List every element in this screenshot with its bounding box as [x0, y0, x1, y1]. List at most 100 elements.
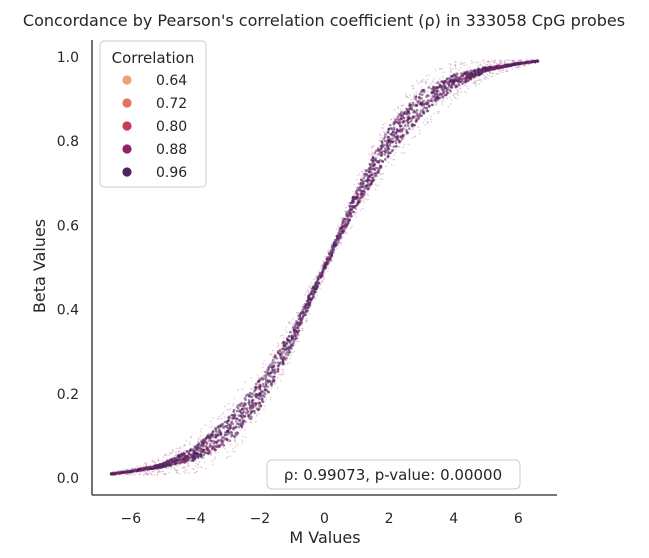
- scatter-point: [282, 369, 284, 371]
- scatter-point: [277, 342, 279, 345]
- scatter-point: [139, 465, 142, 467]
- scatter-point: [325, 263, 328, 266]
- scatter-point: [213, 458, 216, 460]
- scatter-point: [214, 456, 217, 458]
- scatter-point: [371, 176, 374, 180]
- scatter-point: [408, 96, 410, 99]
- scatter-point: [403, 119, 406, 123]
- scatter-point: [405, 95, 408, 97]
- scatter-point: [465, 76, 468, 79]
- scatter-point: [524, 63, 526, 66]
- scatter-point: [477, 65, 480, 67]
- data-point: [484, 67, 488, 72]
- scatter-point: [364, 187, 367, 190]
- scatter-point: [142, 467, 145, 471]
- scatter-point: [147, 472, 149, 475]
- scatter-point: [402, 112, 405, 116]
- scatter-point: [126, 468, 128, 471]
- scatter-point: [261, 378, 264, 381]
- scatter-point: [262, 370, 264, 373]
- scatter-point: [435, 99, 438, 103]
- scatter-point: [321, 272, 324, 276]
- scatter-point: [493, 59, 495, 62]
- scatter-point: [381, 126, 384, 129]
- scatter-point: [334, 243, 337, 247]
- scatter-point: [315, 275, 317, 278]
- scatter-point: [507, 59, 509, 61]
- scatter-point: [186, 461, 189, 464]
- scatter-point: [165, 472, 167, 475]
- scatter-point: [240, 416, 244, 420]
- scatter-point: [423, 109, 426, 112]
- scatter-point: [500, 61, 503, 64]
- scatter-point: [350, 227, 352, 229]
- scatter-point: [143, 474, 145, 476]
- scatter-point: [426, 120, 429, 123]
- scatter-point: [382, 131, 385, 133]
- scatter-point: [474, 81, 476, 83]
- scatter-point: [228, 409, 230, 412]
- scatter-point: [445, 79, 448, 83]
- scatter-point: [207, 452, 210, 456]
- scatter-point: [140, 467, 143, 471]
- scatter-point: [276, 370, 280, 373]
- scatter-point: [397, 105, 399, 108]
- scatter-point: [146, 474, 149, 476]
- scatter-point: [513, 60, 516, 63]
- scatter-point: [374, 189, 377, 191]
- scatter-point: [431, 94, 435, 98]
- scatter-point: [391, 148, 394, 152]
- scatter-point: [328, 248, 330, 251]
- scatter-point: [394, 139, 398, 142]
- scatter-point: [268, 372, 272, 375]
- chart-title: Concordance by Pearson's correlation coe…: [23, 11, 625, 30]
- scatter-point: [472, 61, 475, 63]
- scatter-point: [381, 160, 385, 163]
- scatter-point: [314, 288, 317, 291]
- scatter-point: [298, 334, 301, 336]
- scatter-point: [245, 394, 248, 397]
- scatter-point: [323, 260, 325, 263]
- scatter-point: [176, 458, 179, 461]
- scatter-point: [151, 460, 153, 463]
- scatter-point: [286, 359, 288, 362]
- scatter-point: [281, 347, 285, 350]
- scatter-point: [290, 354, 292, 357]
- scatter-point: [494, 59, 497, 62]
- scatter-point: [391, 141, 394, 144]
- scatter-point: [520, 64, 522, 67]
- scatter-point: [187, 463, 189, 465]
- scatter-point: [362, 200, 364, 202]
- scatter-point: [352, 196, 356, 200]
- scatter-point: [430, 121, 433, 123]
- scatter-point: [363, 201, 366, 203]
- scatter-point: [384, 122, 387, 125]
- scatter-point: [341, 221, 345, 224]
- scatter-point: [316, 276, 320, 280]
- scatter-point: [455, 78, 458, 81]
- scatter-point: [504, 62, 506, 65]
- scatter-point: [253, 388, 257, 392]
- scatter-point: [355, 191, 358, 194]
- scatter-point: [302, 327, 304, 330]
- scatter-point: [401, 152, 403, 154]
- scatter-point: [457, 69, 460, 71]
- scatter-point: [411, 137, 414, 139]
- scatter-point: [206, 440, 208, 443]
- scatter-point: [239, 404, 242, 408]
- scatter-point: [355, 178, 358, 181]
- data-point: [419, 102, 423, 106]
- scatter-point: [212, 438, 215, 441]
- scatter-point: [198, 437, 200, 439]
- scatter-point: [368, 171, 371, 174]
- scatter-point: [368, 174, 372, 177]
- scatter-point: [180, 447, 183, 450]
- scatter-point: [304, 303, 308, 306]
- scatter-point: [209, 426, 211, 428]
- scatter-point: [233, 439, 236, 441]
- scatter-point: [478, 79, 480, 81]
- scatter-point: [255, 421, 257, 423]
- scatter-point: [329, 255, 332, 259]
- scatter-point: [370, 154, 372, 157]
- scatter-point: [234, 438, 236, 440]
